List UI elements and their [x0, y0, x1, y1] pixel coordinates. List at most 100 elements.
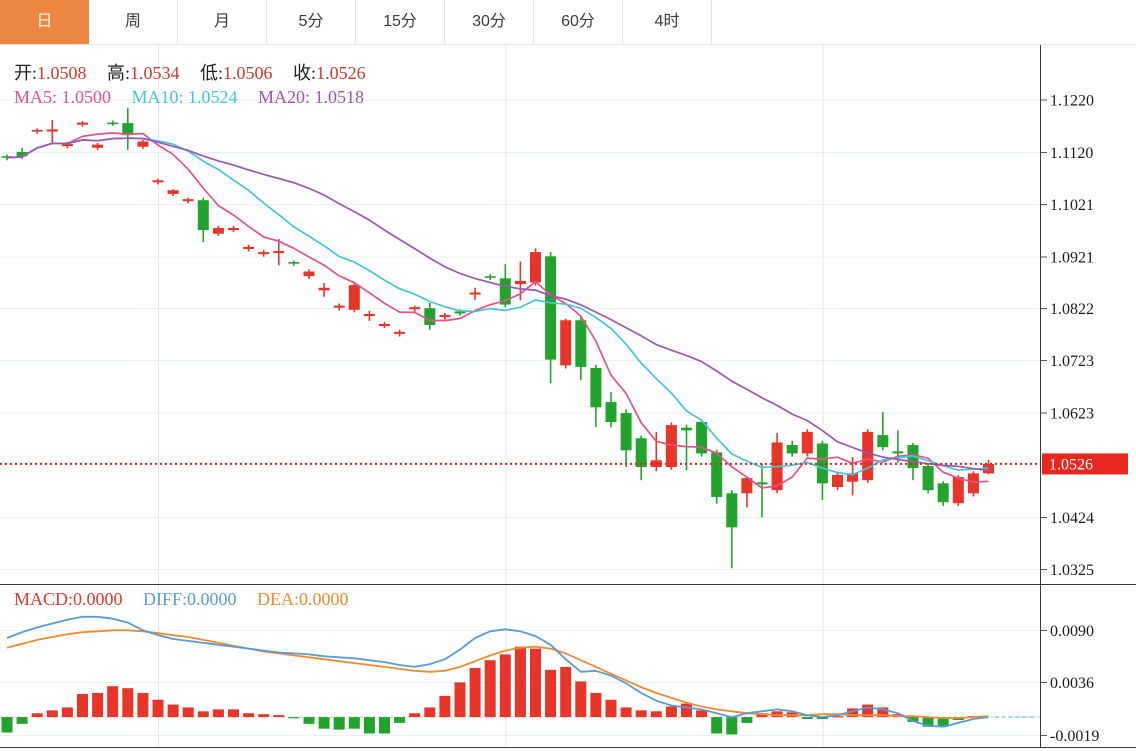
macd-bar-positive [650, 711, 662, 718]
candle-body-up [801, 431, 813, 454]
macd-bar-positive [46, 710, 58, 718]
macd-bar-negative [288, 717, 300, 719]
axis-tick-label: 1.1220 [1050, 93, 1094, 110]
candle-body-up [665, 425, 677, 468]
tab-day[interactable]: 日 [0, 0, 89, 44]
macd-bar-positive [877, 707, 889, 718]
tab-month[interactable]: 月 [178, 0, 267, 44]
macd-bar-positive [696, 710, 708, 718]
macd-bar-negative [363, 717, 375, 734]
candle-body-down [711, 452, 723, 497]
macd-bar-positive [77, 693, 88, 718]
candle-body-down [681, 427, 692, 431]
dea-line [6, 629, 989, 719]
dea-label: DEA: [257, 589, 300, 609]
candle-body-down [424, 308, 436, 325]
candle-body-up [318, 287, 330, 291]
candle-body-up [273, 251, 285, 254]
candle-body-up [348, 285, 360, 310]
candle-body-down [197, 200, 209, 231]
candle-body-down [877, 435, 889, 448]
candle-body-down [107, 122, 119, 125]
high-label: 高: [107, 63, 131, 83]
macd-bar-positive [605, 699, 617, 718]
macd-bar-positive [182, 707, 194, 718]
candle-body-up [258, 252, 270, 255]
candle-body-down [16, 151, 28, 157]
candle-body-down [499, 278, 511, 305]
low-label: 低: [200, 63, 224, 83]
candle-body-up [560, 320, 572, 366]
diff-value: 0.0000 [187, 589, 237, 609]
macd-bar-positive [575, 681, 587, 718]
macd-readout: MACD:0.0000 DIFF:0.0000 DEA:0.0000 [14, 589, 349, 610]
current-price-badge-label: 1.0526 [1049, 456, 1093, 473]
candle-body-down [922, 466, 934, 491]
candle-body-up [394, 331, 406, 334]
candle-body-up [61, 144, 73, 147]
macd-bar-negative [726, 717, 738, 735]
candle-body-down [122, 123, 134, 136]
ma5-value: 1.0500 [61, 87, 112, 107]
macd-bar-positive [499, 654, 511, 718]
axis-tick-label: -0.0019 [1050, 728, 1099, 745]
macd-bar-positive [590, 692, 602, 718]
candle-body-up [212, 227, 224, 234]
axis-tick-label: 1.1021 [1050, 197, 1094, 214]
ma5-label: MA5: [14, 87, 58, 107]
axis-tick-label: 1.0325 [1050, 562, 1094, 579]
axis-tick-label: 1.0424 [1050, 510, 1094, 527]
macd-bar-positive [152, 699, 164, 718]
macd-bar-positive [243, 713, 255, 718]
macd-bar-negative [711, 717, 723, 734]
quote-readout: 开:1.0508 高:1.0534 低:1.0506 收:1.0526 [14, 59, 366, 85]
macd-bar-negative [348, 717, 360, 729]
diff-line [6, 615, 989, 728]
tab-4hour[interactable]: 4时 [623, 0, 712, 44]
macd-bar-negative [922, 717, 934, 727]
macd-bar-negative [303, 717, 315, 724]
candle-body-up [439, 315, 451, 318]
tab-60min[interactable]: 60分 [534, 0, 623, 44]
tab-5min[interactable]: 5分 [267, 0, 356, 44]
macd-bar-positive [439, 695, 451, 718]
macd-bar-positive [771, 711, 783, 718]
axis-tick-label: 1.1120 [1050, 145, 1093, 162]
macd-bar-positive [665, 706, 677, 718]
macd-bar-positive [832, 716, 843, 718]
ma10-value: 1.0524 [188, 87, 238, 107]
candle-body-down [620, 413, 632, 451]
close-label: 收: [293, 63, 317, 83]
macd-bar-positive [197, 711, 209, 718]
macd-bar-positive [31, 713, 43, 718]
ma20-label: MA20: [258, 87, 311, 107]
candle-body-down [756, 482, 768, 485]
dea-value: 0.0000 [299, 589, 349, 609]
timeframe-tabs: 日周月 5分 15分 30分 60分 4时 [0, 0, 1136, 45]
candle-body-up [514, 280, 526, 285]
macd-bar-negative [801, 717, 813, 720]
candle-body-down [545, 256, 557, 360]
macd-bar-positive [61, 707, 73, 718]
candle-body-down [484, 276, 496, 278]
candle-body-up [137, 141, 149, 147]
axis-tick-label: 1.0921 [1050, 249, 1094, 266]
candle-body-up [243, 246, 255, 249]
ma20-value: 1.0518 [314, 87, 365, 107]
tab-30min[interactable]: 30分 [445, 0, 534, 44]
candle-body-down [590, 367, 602, 408]
macd-bar-positive [620, 707, 632, 718]
macd-bar-positive [560, 666, 572, 718]
open-value: 1.0508 [37, 63, 87, 83]
candle-body-down [726, 493, 738, 528]
macd-bar-positive [756, 713, 768, 718]
candle-body-up [530, 252, 541, 283]
tab-week[interactable]: 周 [89, 0, 178, 44]
macd-bar-positive [122, 688, 134, 718]
close-value: 1.0526 [316, 63, 366, 83]
candle-body-up [952, 477, 964, 504]
candle-body-up [167, 190, 179, 194]
tab-15min[interactable]: 15分 [356, 0, 445, 44]
